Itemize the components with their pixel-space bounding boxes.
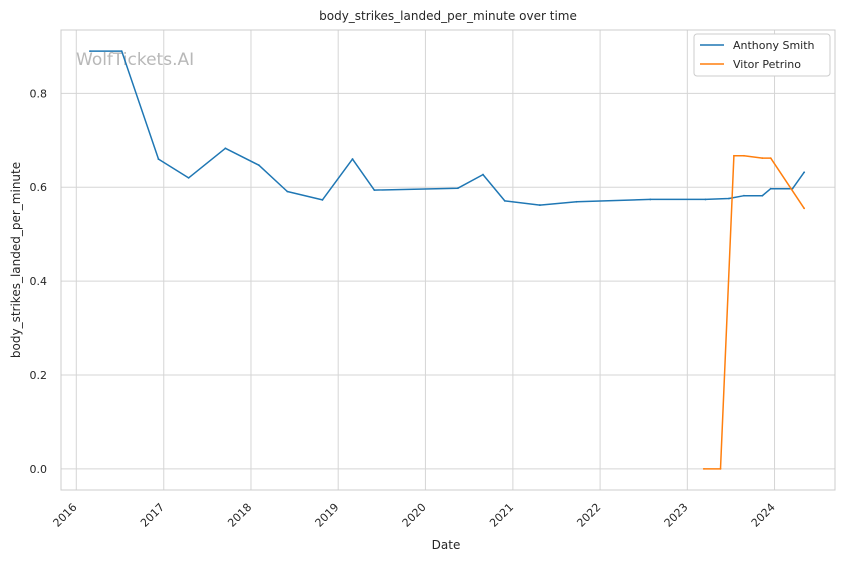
data-point-anthony-smith <box>120 50 123 53</box>
data-point-anthony-smith <box>803 171 806 174</box>
data-point-anthony-smith <box>649 198 652 201</box>
data-point-vitor-petrino <box>803 207 806 210</box>
y-tick-label: 0.0 <box>30 463 48 476</box>
data-point-vitor-petrino <box>702 467 705 470</box>
data-point-anthony-smith <box>743 194 745 197</box>
data-point-vitor-petrino <box>761 157 764 160</box>
legend-box <box>693 33 831 77</box>
legend-label-anthony-smith: Anthony Smith <box>733 39 815 52</box>
data-point-vitor-petrino <box>769 157 772 160</box>
data-point-anthony-smith <box>575 200 578 203</box>
y-tick-label: 0.8 <box>30 87 48 100</box>
data-point-anthony-smith <box>769 187 772 190</box>
data-point-anthony-smith <box>761 194 764 197</box>
chart-title: body_strikes_landed_per_minute over time <box>319 9 577 23</box>
y-axis-title: body_strikes_landed_per_minute <box>9 162 23 358</box>
y-tick-label: 0.6 <box>30 181 48 194</box>
data-point-anthony-smith <box>704 198 707 201</box>
data-point-anthony-smith <box>187 176 190 179</box>
data-point-anthony-smith <box>157 158 160 160</box>
data-point-vitor-petrino <box>733 154 735 157</box>
data-point-anthony-smith <box>482 173 484 176</box>
data-point-anthony-smith <box>257 164 260 167</box>
plot-frame <box>60 29 836 491</box>
legend: Anthony Smith Vitor Petrino <box>693 33 831 77</box>
data-point-anthony-smith <box>728 197 730 200</box>
data-point-vitor-petrino <box>743 154 745 157</box>
y-tick-label: 0.2 <box>30 369 48 382</box>
data-point-anthony-smith <box>457 187 459 190</box>
grid-lines <box>61 30 835 490</box>
data-point-anthony-smith <box>538 204 541 206</box>
data-point-anthony-smith <box>89 50 91 53</box>
data-point-vitor-petrino <box>719 467 722 470</box>
data-point-anthony-smith <box>373 189 376 191</box>
x-axis-title: Date <box>432 538 461 552</box>
data-point-anthony-smith <box>321 199 324 201</box>
y-tick-label: 0.4 <box>30 275 48 288</box>
data-point-anthony-smith <box>224 147 227 150</box>
series-lines <box>89 50 806 470</box>
data-point-anthony-smith <box>286 190 289 193</box>
data-point-anthony-smith <box>351 158 354 160</box>
data-point-anthony-smith <box>503 199 506 202</box>
y-tick-labels: 0.0 0.2 0.4 0.6 0.8 <box>30 87 48 476</box>
watermark: WolfTickets.AI <box>76 50 194 70</box>
legend-label-vitor-petrino: Vitor Petrino <box>733 58 801 71</box>
